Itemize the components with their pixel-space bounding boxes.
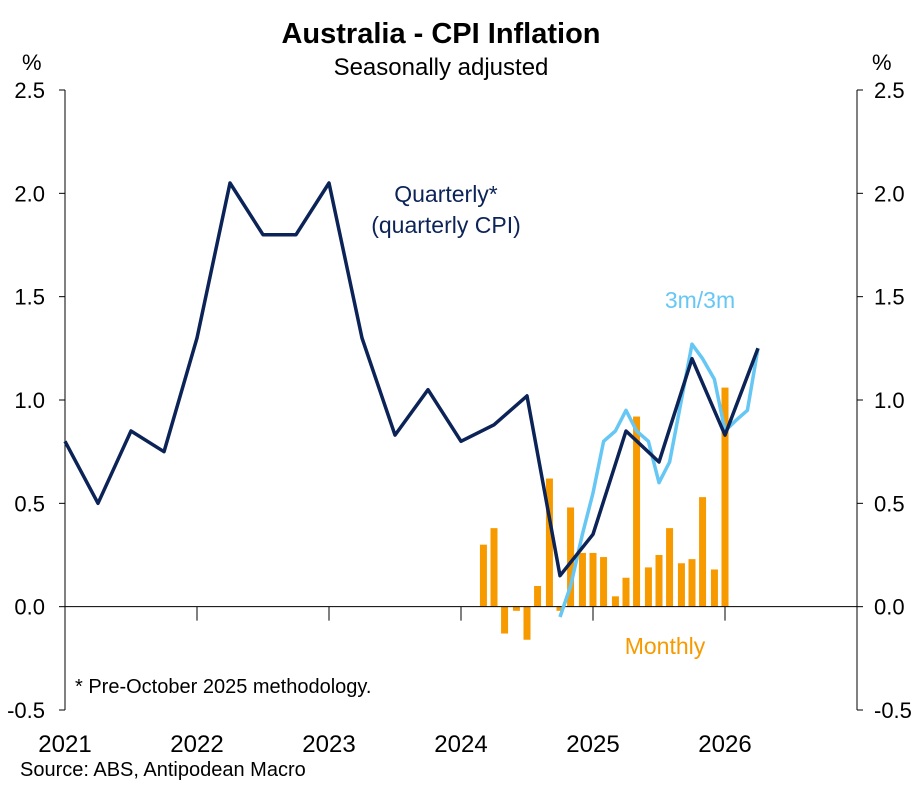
monthly-bar: [578, 552, 586, 607]
chart-title: Australia - CPI Inflation: [281, 18, 600, 50]
quarterly-label: Quarterly*: [394, 181, 498, 207]
left-tick-label: 2.5: [14, 78, 45, 103]
monthly-bar: [534, 586, 542, 607]
monthly-bar: [677, 563, 685, 607]
right-axis-unit: %: [872, 50, 892, 75]
left-tick-label: -0.5: [7, 698, 45, 723]
left-tick-label: 2.0: [14, 181, 45, 206]
quarterly-sublabel: (quarterly CPI): [371, 212, 521, 238]
right-tick-label: 0.0: [874, 595, 905, 620]
left-axis-unit: %: [22, 50, 42, 75]
monthly-bar: [545, 478, 553, 607]
monthly-bar: [699, 497, 707, 607]
monthly-bar: [710, 569, 718, 607]
monthly-bar: [622, 577, 630, 607]
monthly-bar: [600, 557, 608, 607]
monthly-bar: [556, 606, 564, 611]
x-tick-label: 2023: [302, 731, 355, 758]
right-tick-label: 2.0: [874, 181, 905, 206]
monthly-bar: [655, 555, 663, 607]
monthly-bar: [490, 528, 498, 607]
right-tick-label: 1.5: [874, 285, 905, 310]
footnote: * Pre-October 2025 methodology.: [75, 676, 371, 698]
quarterly-line: [63, 181, 760, 578]
three-month-label: 3m/3m: [665, 287, 735, 313]
right-tick-label: 0.5: [874, 491, 905, 516]
x-tick-label: 2022: [170, 731, 223, 758]
left-tick-label: 1.0: [14, 388, 45, 413]
left-tick-label: 0.5: [14, 491, 45, 516]
x-axis: 2021 2022 2023 2024 2025 2026: [38, 606, 752, 758]
source-note: Source: ABS, Antipodean Macro: [20, 759, 306, 781]
monthly-bars: [479, 387, 729, 640]
right-tick-label: 1.0: [874, 388, 905, 413]
monthly-bar: [688, 559, 696, 607]
x-tick-label: 2025: [566, 731, 619, 758]
monthly-bar: [479, 544, 487, 607]
right-tick-label: -0.5: [874, 698, 912, 723]
monthly-bar: [611, 596, 619, 607]
monthly-bar: [523, 606, 531, 640]
x-tick-label: 2024: [434, 731, 487, 758]
left-y-axis: 2.5 2.0 1.5 1.0 0.5 0.0 -0.5: [7, 78, 65, 723]
right-y-axis: 2.5 2.0 1.5 1.0 0.5 0.0 -0.5: [857, 78, 912, 723]
monthly-label: Monthly: [625, 633, 706, 659]
x-tick-label: 2021: [38, 731, 91, 758]
x-tick-label: 2026: [698, 731, 751, 758]
monthly-bar: [644, 567, 652, 607]
right-tick-label: 2.5: [874, 78, 905, 103]
monthly-bar: [666, 528, 674, 607]
monthly-bar: [567, 507, 575, 607]
monthly-bar: [512, 606, 520, 611]
chart-subtitle: Seasonally adjusted: [334, 54, 549, 81]
left-tick-label: 1.5: [14, 285, 45, 310]
left-tick-label: 0.0: [14, 595, 45, 620]
monthly-bar: [501, 606, 509, 634]
monthly-bar: [633, 416, 641, 607]
monthly-bar: [721, 387, 729, 607]
monthly-bar: [589, 552, 597, 607]
